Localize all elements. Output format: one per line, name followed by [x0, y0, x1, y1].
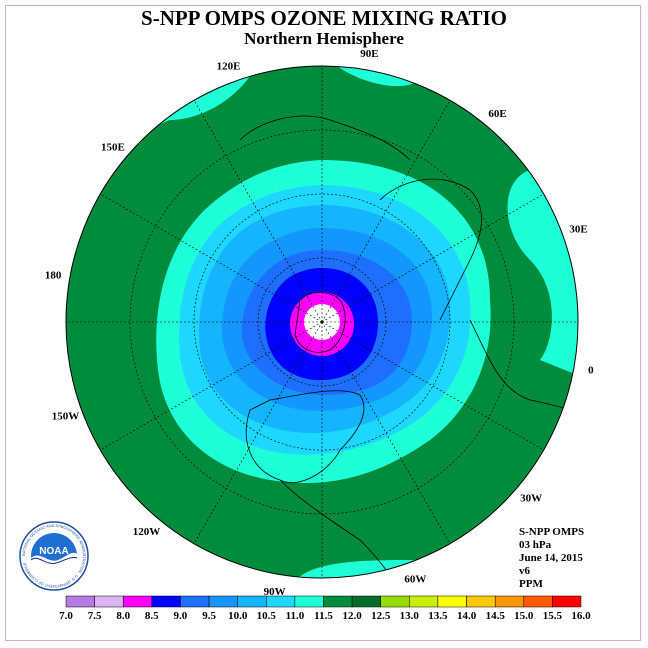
longitude-label: 0 — [588, 364, 594, 376]
longitude-label: 150W — [52, 410, 80, 422]
info-product: S-NPP OMPS — [519, 526, 585, 538]
greenland-coast — [294, 292, 346, 353]
meridian-line — [193, 321, 323, 544]
logo-wave-line — [30, 557, 78, 564]
meridians — [66, 66, 578, 578]
meridian-line — [321, 321, 544, 451]
chart-subtitle: Northern Hemisphere — [244, 29, 404, 48]
info-date: June 14, 2015 — [519, 552, 583, 564]
longitude-label: 30W — [520, 493, 542, 505]
asia-coast — [239, 115, 411, 161]
north-america-coast — [245, 390, 365, 483]
europe-coast — [379, 178, 482, 321]
longitude-label: 30E — [569, 224, 587, 236]
longitude-label: 90E — [360, 48, 378, 60]
meridian-line — [100, 321, 323, 451]
longitude-label: 90W — [264, 586, 286, 598]
longitude-label: 120W — [133, 526, 161, 538]
meridian-line — [193, 100, 323, 323]
longitude-labels: 90E 60E 30E 0 30W 60W 90W 120W 150W 180 150E 120E — [45, 48, 594, 598]
info-units: PPM — [519, 578, 543, 590]
meridian-line — [321, 100, 451, 323]
globe-outline — [65, 65, 579, 579]
longitude-label: 120E — [217, 61, 241, 73]
meridian-line — [321, 321, 451, 544]
product-info: S-NPP OMPS 03 hPa June 14, 2015 v6 PPM — [519, 526, 584, 591]
longitude-label: 60W — [404, 574, 426, 586]
noaa-logo: NOAA NATIONAL OCEANIC AND ATMOSPHERIC AD… — [19, 521, 89, 591]
longitude-label: 150E — [101, 142, 125, 154]
longitude-label: 180 — [45, 270, 62, 282]
chart-title: S-NPP OMPS OZONE MIXING RATIO — [141, 6, 507, 30]
info-version: v6 — [519, 565, 530, 577]
graticule — [66, 66, 578, 578]
figure-border — [5, 5, 641, 641]
info-level: 03 hPa — [519, 539, 552, 551]
longitude-label: 60E — [488, 108, 506, 120]
meridian-line — [321, 193, 544, 323]
ozone-field — [66, 66, 578, 578]
meridian-line — [100, 193, 323, 323]
logo-text: NOAA — [39, 546, 68, 557]
